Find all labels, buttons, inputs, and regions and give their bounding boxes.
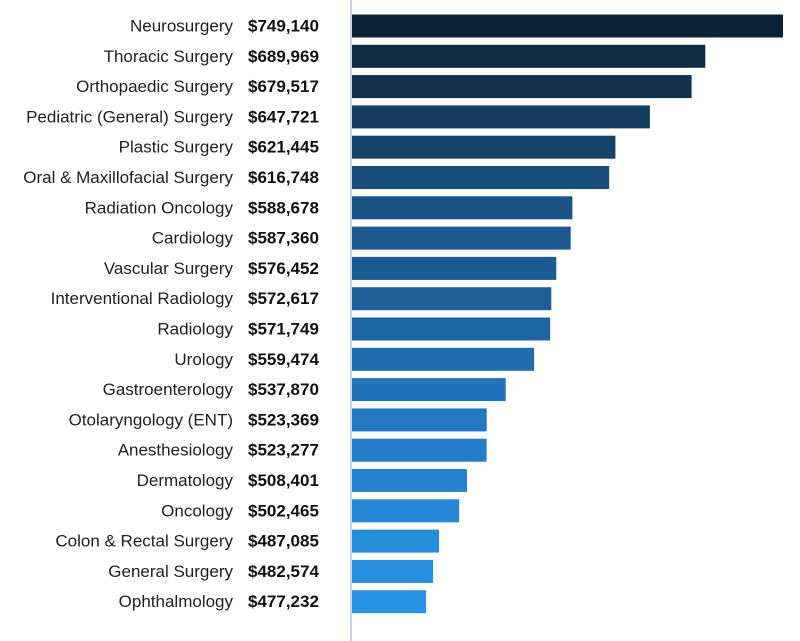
value-label-pediatric-general-surgery: $647,721 — [248, 107, 319, 126]
bar-oncology — [351, 499, 460, 523]
category-label-vascular-surgery: Vascular Surgery — [104, 259, 234, 278]
bar-cardiology — [351, 226, 571, 250]
bar-gastroenterology — [351, 378, 506, 402]
value-label-plastic-surgery: $621,445 — [248, 138, 319, 157]
bar-colon-rectal-surgery — [351, 529, 439, 553]
value-label-gastroenterology: $537,870 — [248, 380, 319, 399]
value-label-ophthalmology: $477,232 — [248, 592, 319, 611]
bar-anesthesiology — [351, 438, 487, 462]
bar-radiology — [351, 317, 551, 341]
value-labels: $749,140 $689,969 $679,517 $647,721 $621,445… — [248, 17, 319, 612]
category-label-radiation-oncology: Radiation Oncology — [85, 198, 234, 217]
category-label-plastic-surgery: Plastic Surgery — [119, 138, 234, 157]
value-label-otolaryngology-ent: $523,369 — [248, 410, 319, 429]
category-label-oral-maxillofacial-surgery: Oral & Maxillofacial Surgery — [23, 168, 233, 187]
category-labels: Neurosurgery Thoracic Surgery Orthopaedic … — [23, 17, 233, 612]
category-label-ophthalmology: Ophthalmology — [119, 592, 234, 611]
value-label-anesthesiology: $523,277 — [248, 441, 319, 460]
bar-orthopaedic-surgery — [351, 75, 692, 99]
category-label-gastroenterology: Gastroenterology — [103, 380, 234, 399]
category-label-thoracic-surgery: Thoracic Surgery — [104, 47, 234, 66]
value-label-colon-rectal-surgery: $487,085 — [248, 532, 319, 551]
bar-dermatology — [351, 469, 467, 492]
category-label-general-surgery: General Surgery — [108, 562, 233, 581]
bars — [351, 14, 783, 614]
category-label-otolaryngology-ent: Otolaryngology (ENT) — [69, 410, 233, 429]
bar-otolaryngology-ent — [351, 408, 487, 432]
category-label-urology: Urology — [174, 350, 233, 369]
category-label-pediatric-general-surgery: Pediatric (General) Surgery — [26, 107, 233, 126]
bar-thoracic-surgery — [351, 44, 706, 68]
value-label-cardiology: $587,360 — [248, 229, 319, 248]
category-label-oncology: Oncology — [161, 501, 233, 520]
value-label-oral-maxillofacial-surgery: $616,748 — [248, 168, 319, 187]
category-label-orthopaedic-surgery: Orthopaedic Surgery — [76, 77, 233, 96]
bar-general-surgery — [351, 559, 434, 583]
value-label-dermatology: $508,401 — [248, 471, 319, 490]
bar-vascular-surgery — [351, 256, 557, 280]
bar-urology — [351, 347, 535, 371]
category-label-neurosurgery: Neurosurgery — [130, 17, 233, 36]
bar-interventional-radiology — [351, 287, 552, 311]
value-label-thoracic-surgery: $689,969 — [248, 47, 319, 66]
value-label-radiation-oncology: $588,678 — [248, 198, 319, 217]
bar-plastic-surgery — [351, 135, 616, 159]
value-label-radiology: $571,749 — [248, 320, 319, 339]
bar-ophthalmology — [351, 590, 427, 614]
bar-pediatric-general-surgery — [351, 105, 650, 129]
category-label-radiology: Radiology — [157, 320, 233, 339]
category-label-anesthesiology: Anesthesiology — [118, 441, 234, 460]
value-label-neurosurgery: $749,140 — [248, 17, 319, 36]
value-label-orthopaedic-surgery: $679,517 — [248, 77, 319, 96]
value-label-general-surgery: $482,574 — [248, 562, 319, 581]
value-label-interventional-radiology: $572,617 — [248, 289, 319, 308]
value-label-vascular-surgery: $576,452 — [248, 259, 319, 278]
category-label-dermatology: Dermatology — [137, 471, 234, 490]
value-label-urology: $559,474 — [248, 350, 319, 369]
value-label-oncology: $502,465 — [248, 501, 319, 520]
category-label-colon-rectal-surgery: Colon & Rectal Surgery — [55, 532, 233, 551]
category-label-cardiology: Cardiology — [152, 229, 234, 248]
category-label-interventional-radiology: Interventional Radiology — [51, 289, 234, 308]
bar-neurosurgery — [351, 14, 783, 38]
bar-radiation-oncology — [351, 196, 573, 220]
bar-oral-maxillofacial-surgery — [351, 166, 610, 189]
